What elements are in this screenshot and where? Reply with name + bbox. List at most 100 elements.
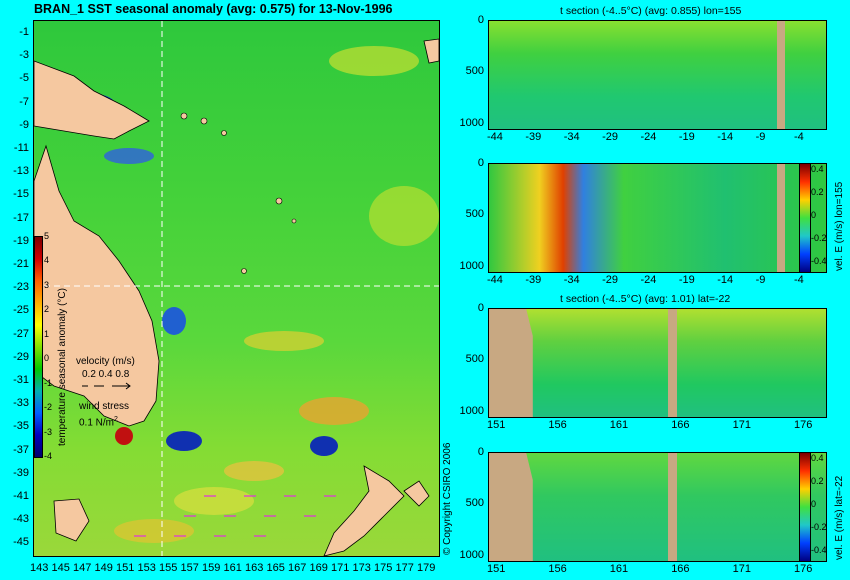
map-y-tick: -7 bbox=[19, 95, 29, 108]
section-colorbar-tick: 0.2 bbox=[811, 476, 824, 486]
section-colorbar bbox=[799, 452, 811, 562]
section-x-tick: 171 bbox=[732, 563, 751, 575]
section-x-tick: -14 bbox=[717, 274, 734, 286]
section-panel bbox=[488, 308, 827, 418]
sst-map-plot bbox=[34, 21, 439, 556]
section-y-tick: 1000 bbox=[459, 548, 484, 561]
section-panel bbox=[488, 20, 827, 130]
section-y-tick: 500 bbox=[465, 65, 484, 78]
sst-colorbar-tick: -3 bbox=[44, 426, 53, 437]
section-x-tick: 161 bbox=[609, 419, 629, 431]
velocity-arrows bbox=[82, 382, 131, 390]
sst-colorbar-label: temperature seasonal anomaly (°C) bbox=[57, 288, 68, 446]
sst-map: 5 4 3 2 1 0 -1 -2 -3 -4 temperature seasonal anom… bbox=[33, 20, 440, 557]
map-title: BRAN_1 SST seasonal anomaly (avg: 0.575)… bbox=[34, 2, 393, 16]
wind-stress-scale-exponent: 2 bbox=[114, 416, 118, 423]
section-colorbar-tick: -0.4 bbox=[811, 545, 827, 555]
section-x-tick: 151 bbox=[487, 563, 506, 575]
sst-colorbar-tick: -1 bbox=[44, 377, 53, 388]
map-y-tick: -43 bbox=[13, 513, 29, 526]
map-y-tick: -1 bbox=[19, 26, 29, 38]
section-land bbox=[489, 453, 533, 561]
map-y-tick: -33 bbox=[13, 397, 29, 410]
map-y-tick: -41 bbox=[13, 490, 29, 502]
map-y-tick: -31 bbox=[13, 374, 29, 386]
map-y-tick: -29 bbox=[13, 350, 29, 363]
map-y-tick: -39 bbox=[13, 466, 29, 479]
section-x-tick: -39 bbox=[525, 274, 542, 286]
velocity-label: velocity (m/s) bbox=[76, 356, 135, 367]
map-x-tick: 165 bbox=[266, 562, 285, 574]
wind-stress-arrows bbox=[134, 495, 336, 537]
section-x-tick: 151 bbox=[487, 419, 506, 431]
section-x-tick: -4 bbox=[794, 131, 804, 143]
map-x-tick: 147 bbox=[73, 562, 92, 574]
map-y-tick: -35 bbox=[13, 420, 29, 433]
section-colorbar-tick: 0 bbox=[811, 210, 817, 220]
wind-stress-label: wind stress bbox=[79, 401, 130, 412]
section-x-tick: 166 bbox=[671, 563, 690, 575]
section-x-tick: -44 bbox=[487, 274, 503, 286]
section-x-tick: 156 bbox=[548, 563, 567, 575]
map-x-tick: 149 bbox=[94, 562, 113, 574]
section-x-tick: -29 bbox=[602, 274, 619, 286]
section-title: t section (-4..5°C) (avg: 0.855) lon=155 bbox=[560, 5, 742, 17]
section-land bbox=[777, 21, 786, 129]
section-panel bbox=[488, 163, 827, 273]
map-y-tick: -11 bbox=[13, 142, 29, 154]
map-y-tick: -5 bbox=[19, 72, 29, 85]
map-x-tick: 171 bbox=[331, 562, 350, 574]
new-zealand-north bbox=[403, 480, 430, 507]
section-land bbox=[667, 453, 677, 561]
island-ne bbox=[423, 38, 439, 64]
section-y-tick: 500 bbox=[465, 353, 484, 366]
section-colorbar bbox=[799, 163, 811, 273]
wind-stress-scale-value: 0.1 N/m bbox=[79, 417, 115, 429]
section-x-tick: 166 bbox=[671, 419, 690, 431]
section-x-tick: -29 bbox=[602, 131, 619, 143]
map-y-tick: -9 bbox=[19, 118, 29, 131]
section-colorbar-tick: 0.4 bbox=[811, 453, 824, 463]
section-colorbar-tick: -0.4 bbox=[811, 256, 827, 266]
sst-colorbar bbox=[34, 236, 43, 458]
sst-colorbar-tick: -2 bbox=[44, 402, 53, 413]
section-x-tick: -14 bbox=[717, 131, 734, 143]
map-y-tick: -21 bbox=[13, 258, 29, 270]
section-x-tick: -39 bbox=[525, 131, 542, 143]
map-x-tick: 163 bbox=[245, 562, 264, 574]
map-x-tick: 159 bbox=[202, 562, 221, 574]
map-x-tick: 175 bbox=[374, 562, 393, 574]
section-land bbox=[489, 309, 533, 417]
section-y-tick: 1000 bbox=[459, 116, 484, 129]
section-y-tick: 0 bbox=[477, 302, 484, 314]
section-x-tick: 171 bbox=[732, 419, 751, 431]
map-y-tick: -23 bbox=[13, 281, 29, 294]
anomaly-patches bbox=[72, 46, 439, 543]
map-x-tick: 151 bbox=[116, 562, 135, 574]
section-x-tick: -34 bbox=[563, 274, 580, 286]
map-y-tick: -25 bbox=[13, 304, 29, 317]
section-y-tick: 0 bbox=[477, 157, 484, 169]
section-x-tick: -19 bbox=[678, 131, 695, 143]
islands bbox=[180, 112, 297, 274]
map-y-tick: -15 bbox=[13, 188, 29, 201]
wind-stress-scale: 0.1 N/m2 bbox=[79, 416, 118, 428]
section-x-tick: -19 bbox=[678, 274, 695, 286]
section-colorbar-tick: 0 bbox=[811, 499, 817, 509]
map-x-tick: 143 bbox=[30, 562, 49, 574]
map-x-tick: 145 bbox=[51, 562, 70, 574]
section-y-tick: 1000 bbox=[459, 259, 484, 272]
section-x-tick: -34 bbox=[563, 131, 580, 143]
map-y-tick: -27 bbox=[13, 327, 29, 340]
sst-colorbar-tick: 1 bbox=[44, 328, 50, 339]
map-y-tick: -13 bbox=[13, 165, 29, 178]
velocity-scale: 0.2 0.4 0.8 bbox=[82, 369, 130, 380]
map-y-tick: -37 bbox=[13, 443, 29, 456]
section-x-tick: -9 bbox=[755, 131, 766, 143]
section-x-tick: -24 bbox=[640, 274, 657, 286]
section-x-tick: 176 bbox=[794, 563, 813, 575]
sst-colorbar-tick: 3 bbox=[44, 279, 50, 290]
section-x-tick: -24 bbox=[640, 131, 657, 143]
new-guinea bbox=[34, 60, 150, 140]
